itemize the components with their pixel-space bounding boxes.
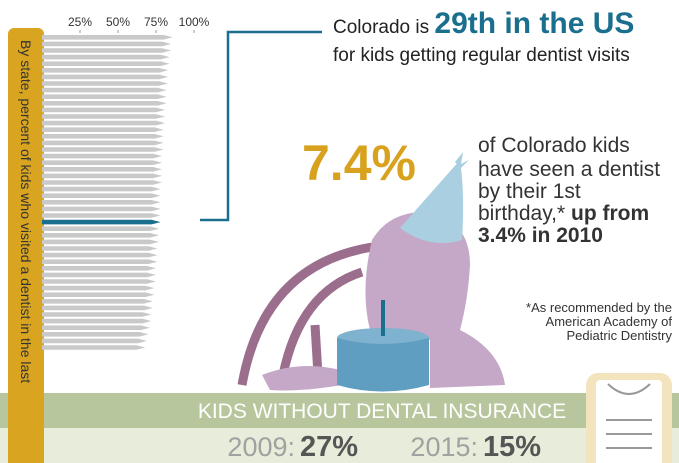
bar: [42, 134, 164, 139]
baby-hand: [262, 366, 342, 390]
headline: Colorado is 29th in the US: [333, 7, 634, 40]
headline-sub: for kids getting regular dentist visits: [333, 45, 630, 66]
bar: [42, 220, 161, 225]
stat-bold: up from: [571, 202, 649, 225]
bar: [42, 246, 158, 251]
footnote: *As recommended by the: [526, 300, 672, 315]
bar: [42, 286, 154, 291]
year: 2015:: [410, 432, 478, 462]
bar: [42, 174, 162, 179]
bar: [42, 345, 145, 350]
bar: [42, 55, 170, 60]
headline-rank: 29th in the US: [434, 7, 634, 40]
bar: [42, 213, 161, 218]
stat-line: of Colorado kids: [478, 134, 630, 157]
clipboard-paper: [596, 380, 662, 463]
bar: [42, 81, 168, 86]
stat-text: birthday,*: [478, 202, 565, 225]
bar: [42, 121, 165, 126]
footnote: American Academy of: [546, 314, 673, 329]
stat-line: birthday,* up from: [478, 202, 649, 225]
bar: [42, 273, 156, 278]
footnote: Pediatric Dentistry: [567, 328, 673, 343]
bar: [42, 332, 148, 337]
bar: [42, 61, 170, 66]
stat-value: 15%: [483, 431, 541, 463]
bar: [42, 266, 156, 271]
bar: [42, 94, 167, 99]
bar: [42, 200, 161, 205]
bar: [42, 339, 147, 344]
bar: [42, 167, 162, 172]
bar: [42, 180, 162, 185]
bar: [42, 253, 158, 258]
bar: [42, 42, 171, 47]
bar: [42, 48, 171, 53]
bar: [42, 127, 164, 132]
bar: [42, 233, 159, 238]
bar: [42, 299, 153, 304]
bar: [42, 325, 150, 330]
bar: [42, 193, 161, 198]
bar: [42, 259, 158, 264]
infographic: KIDS WITHOUT DENTAL INSURANCE 2009: 27% …: [0, 0, 679, 463]
bar: [42, 279, 156, 284]
page: KIDS WITHOUT DENTAL INSURANCE 2009: 27% …: [0, 0, 679, 463]
headline-lead: Colorado is: [333, 17, 429, 38]
bar: [42, 312, 151, 317]
year: 2009:: [227, 432, 295, 462]
stat-line: by their 1st: [478, 180, 581, 203]
bar: [42, 292, 154, 297]
bar: [42, 147, 164, 152]
bar: [42, 154, 162, 159]
bar: [42, 240, 159, 245]
bar: [42, 101, 167, 106]
stat-line: have seen a dentist: [478, 158, 660, 181]
bar: [42, 35, 173, 40]
stat-big: 7.4%: [302, 135, 416, 191]
x-tick-label: 25%: [68, 15, 92, 29]
x-tick-label: 100%: [179, 15, 210, 29]
stat-bold: 3.4% in 2010: [478, 224, 603, 247]
x-tick-label: 75%: [144, 15, 168, 29]
bar: [42, 88, 167, 93]
bar: [42, 75, 168, 80]
bar: [42, 114, 165, 119]
insurance-title: KIDS WITHOUT DENTAL INSURANCE: [198, 400, 566, 423]
bar: [42, 319, 151, 324]
bar: [42, 160, 162, 165]
bar: [42, 226, 159, 231]
stat-value: 27%: [300, 431, 358, 463]
bar: [42, 207, 161, 212]
axis-label: By state, percent of kids who visited a …: [18, 40, 34, 383]
x-tick-label: 50%: [106, 15, 130, 29]
bar-chart: 25% 50% 75% 100%: [42, 15, 210, 350]
bar: [42, 68, 168, 73]
connector: [200, 32, 322, 220]
bar: [42, 306, 153, 311]
bar: [42, 141, 164, 146]
bar: [42, 187, 161, 192]
bar: [42, 108, 165, 113]
cake: [337, 338, 429, 392]
